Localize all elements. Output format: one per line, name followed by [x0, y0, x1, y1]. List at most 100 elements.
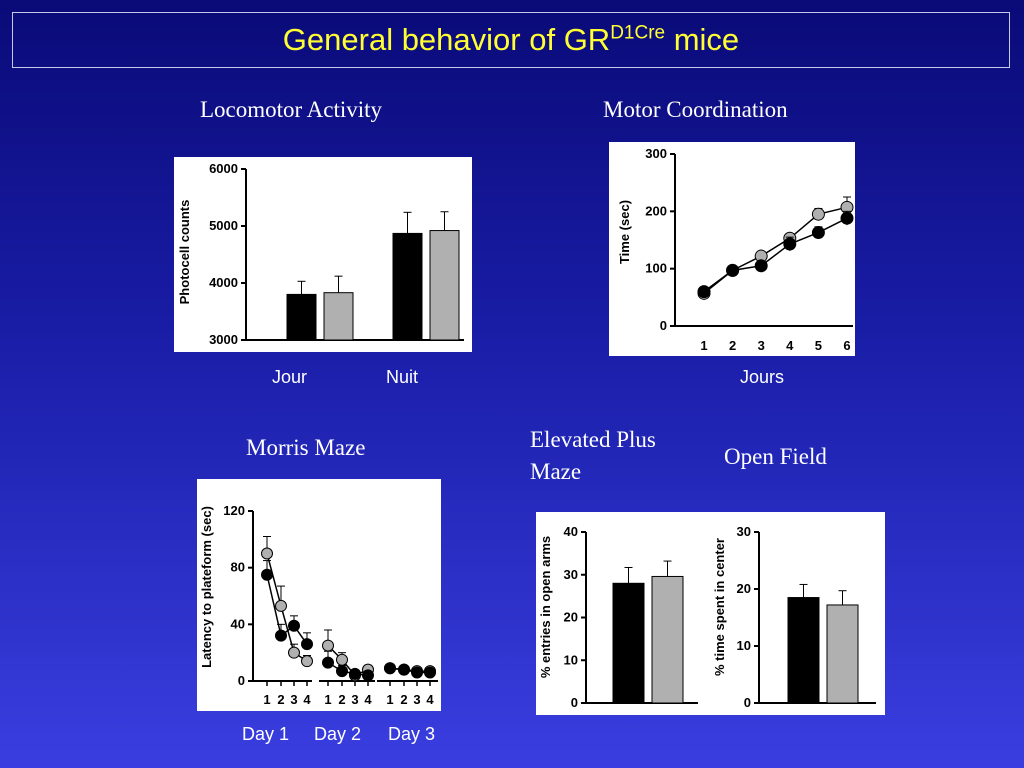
morris-y-tick-label: 120 — [223, 503, 245, 518]
openfield-y-tick-label: 30 — [737, 524, 751, 539]
locomotor-bar — [286, 293, 317, 341]
locomotor-y-tick-label: 5000 — [209, 218, 238, 233]
motor-y-tick-label: 300 — [645, 146, 667, 161]
morris-data-point — [275, 599, 287, 612]
title-superscript: D1Cre — [610, 22, 666, 44]
motor-chart-panel: 0 100 200 300 Time (sec) 1 2 3 4 5 6 — [609, 142, 855, 356]
morris-data-point — [301, 655, 313, 668]
locomotor-bar — [323, 292, 354, 341]
motor-data-point — [811, 226, 825, 240]
morris-series-line — [389, 667, 430, 674]
morris-x-tick-label: 3 — [413, 692, 420, 707]
locomotor-chart-panel: 3000 4000 5000 6000 Photocell counts — [174, 157, 472, 352]
morris-x-tick-label: 4 — [426, 692, 434, 707]
open-field-label: Open Field — [724, 444, 827, 469]
openfield-y-tick-label: 10 — [737, 638, 751, 653]
morris-data-point — [288, 646, 300, 659]
morris-y-tick-label: 80 — [231, 560, 245, 575]
epm-y-tick-label: 10 — [564, 652, 578, 667]
title-tail: mice — [665, 22, 740, 57]
morris-x-tick-label: 1 — [324, 692, 331, 707]
openfield-bar — [787, 597, 820, 704]
morris-series-line — [327, 645, 369, 677]
epm-openfield-bar-charts: 0 10 20 30 40 % entries in open arms 0 10 20 30 % … — [538, 524, 876, 710]
day3-label: Day 3 — [388, 724, 436, 744]
locomotor-y-axis-title: Photocell counts — [177, 200, 192, 305]
motor-y-tick-label: 0 — [660, 318, 667, 333]
morris-data-point — [261, 568, 273, 581]
motor-data-point — [840, 211, 854, 225]
motor-x-tick-label: 3 — [758, 338, 765, 353]
morris-x-tick-label: 2 — [277, 692, 284, 707]
morris-data-point — [261, 547, 273, 560]
epm-y-axis-title: % entries in open arms — [538, 536, 553, 678]
epm-openfield-chart-panel: 0 10 20 30 40 % entries in open arms 0 10 20 30 % … — [536, 512, 885, 715]
motor-coordination-line-chart: 0 100 200 300 Time (sec) 1 2 3 4 5 6 — [617, 146, 854, 353]
motor-y-tick-label: 100 — [645, 261, 667, 276]
motor-x-tick-label: 4 — [786, 338, 794, 353]
morris-data-point — [384, 662, 396, 675]
morris-y-tick-label: 40 — [231, 616, 245, 631]
morris-data-point — [411, 666, 423, 679]
morris-x-tick-label: 3 — [351, 692, 358, 707]
epm-y-tick-label: 30 — [564, 567, 578, 582]
locomotor-activity-label: Locomotor Activity — [200, 97, 383, 122]
locomotor-y-tick-label: 4000 — [209, 275, 238, 290]
motor-y-tick-label: 200 — [645, 203, 667, 218]
morris-x-tick-label: 1 — [386, 692, 393, 707]
title-frame: General behavior of GRD1Cre mice — [12, 12, 1010, 68]
day2-label: Day 2 — [314, 724, 362, 744]
morris-data-point — [362, 669, 374, 682]
motor-x-tick-label: 6 — [843, 338, 850, 353]
morris-y-axis-title: Latency to plateform (sec) — [199, 506, 214, 668]
epm-bar — [651, 575, 684, 704]
morris-data-point — [301, 638, 313, 651]
morris-data-point — [349, 667, 361, 680]
locomotor-bar — [392, 232, 423, 341]
openfield-y-tick-label: 20 — [737, 581, 751, 596]
motor-x-tick-label: 2 — [729, 338, 736, 353]
nuit-label: Nuit — [386, 367, 419, 387]
locomotor-bar — [429, 230, 460, 341]
motor-data-point — [697, 285, 711, 299]
epm-y-tick-label: 20 — [564, 610, 578, 625]
morris-x-tick-label: 4 — [303, 692, 311, 707]
epm-y-tick-label: 40 — [564, 524, 578, 539]
day1-label: Day 1 — [242, 724, 290, 744]
slide-title: General behavior of GRD1Cre mice — [283, 22, 739, 58]
morris-data-point — [398, 663, 410, 676]
morris-data-point — [322, 656, 334, 669]
motor-data-point — [726, 263, 740, 277]
jours-label: Jours — [740, 367, 785, 387]
openfield-bar — [826, 604, 859, 704]
openfield-y-axis-title: % time spent in center — [712, 538, 727, 676]
morris-x-tick-label: 2 — [400, 692, 407, 707]
motor-data-point — [783, 237, 797, 251]
morris-data-point — [424, 666, 436, 679]
morris-maze-label: Morris Maze — [246, 435, 366, 460]
morris-chart-panel: 0 40 80 120 Latency to plateform (sec) 1 2 3 4 1 2… — [197, 479, 441, 711]
morris-x-tick-label: 3 — [290, 692, 297, 707]
morris-data-point — [288, 619, 300, 632]
motor-data-point — [811, 207, 825, 221]
epm-bar — [612, 582, 645, 704]
morris-series-line — [266, 574, 308, 645]
motor-series-line — [703, 206, 848, 294]
motor-x-tick-label: 1 — [700, 338, 707, 353]
morris-data-point — [275, 629, 287, 642]
motor-data-point — [754, 259, 768, 273]
morris-series-line — [327, 661, 369, 677]
elevated-plus-maze-label: Elevated Plus Maze — [530, 427, 656, 485]
morris-data-point — [336, 665, 348, 678]
morris-x-tick-label: 4 — [364, 692, 372, 707]
title-main: General behavior of GR — [282, 22, 611, 57]
locomotor-y-tick-label: 6000 — [209, 161, 238, 176]
morris-x-tick-label: 1 — [263, 692, 270, 707]
morris-x-tick-label: 2 — [338, 692, 345, 707]
morris-data-point — [322, 639, 334, 652]
morris-series-line — [266, 553, 308, 662]
jour-label: Jour — [272, 367, 308, 387]
morris-data-point — [336, 653, 348, 666]
epm-y-tick-label: 0 — [571, 695, 578, 710]
